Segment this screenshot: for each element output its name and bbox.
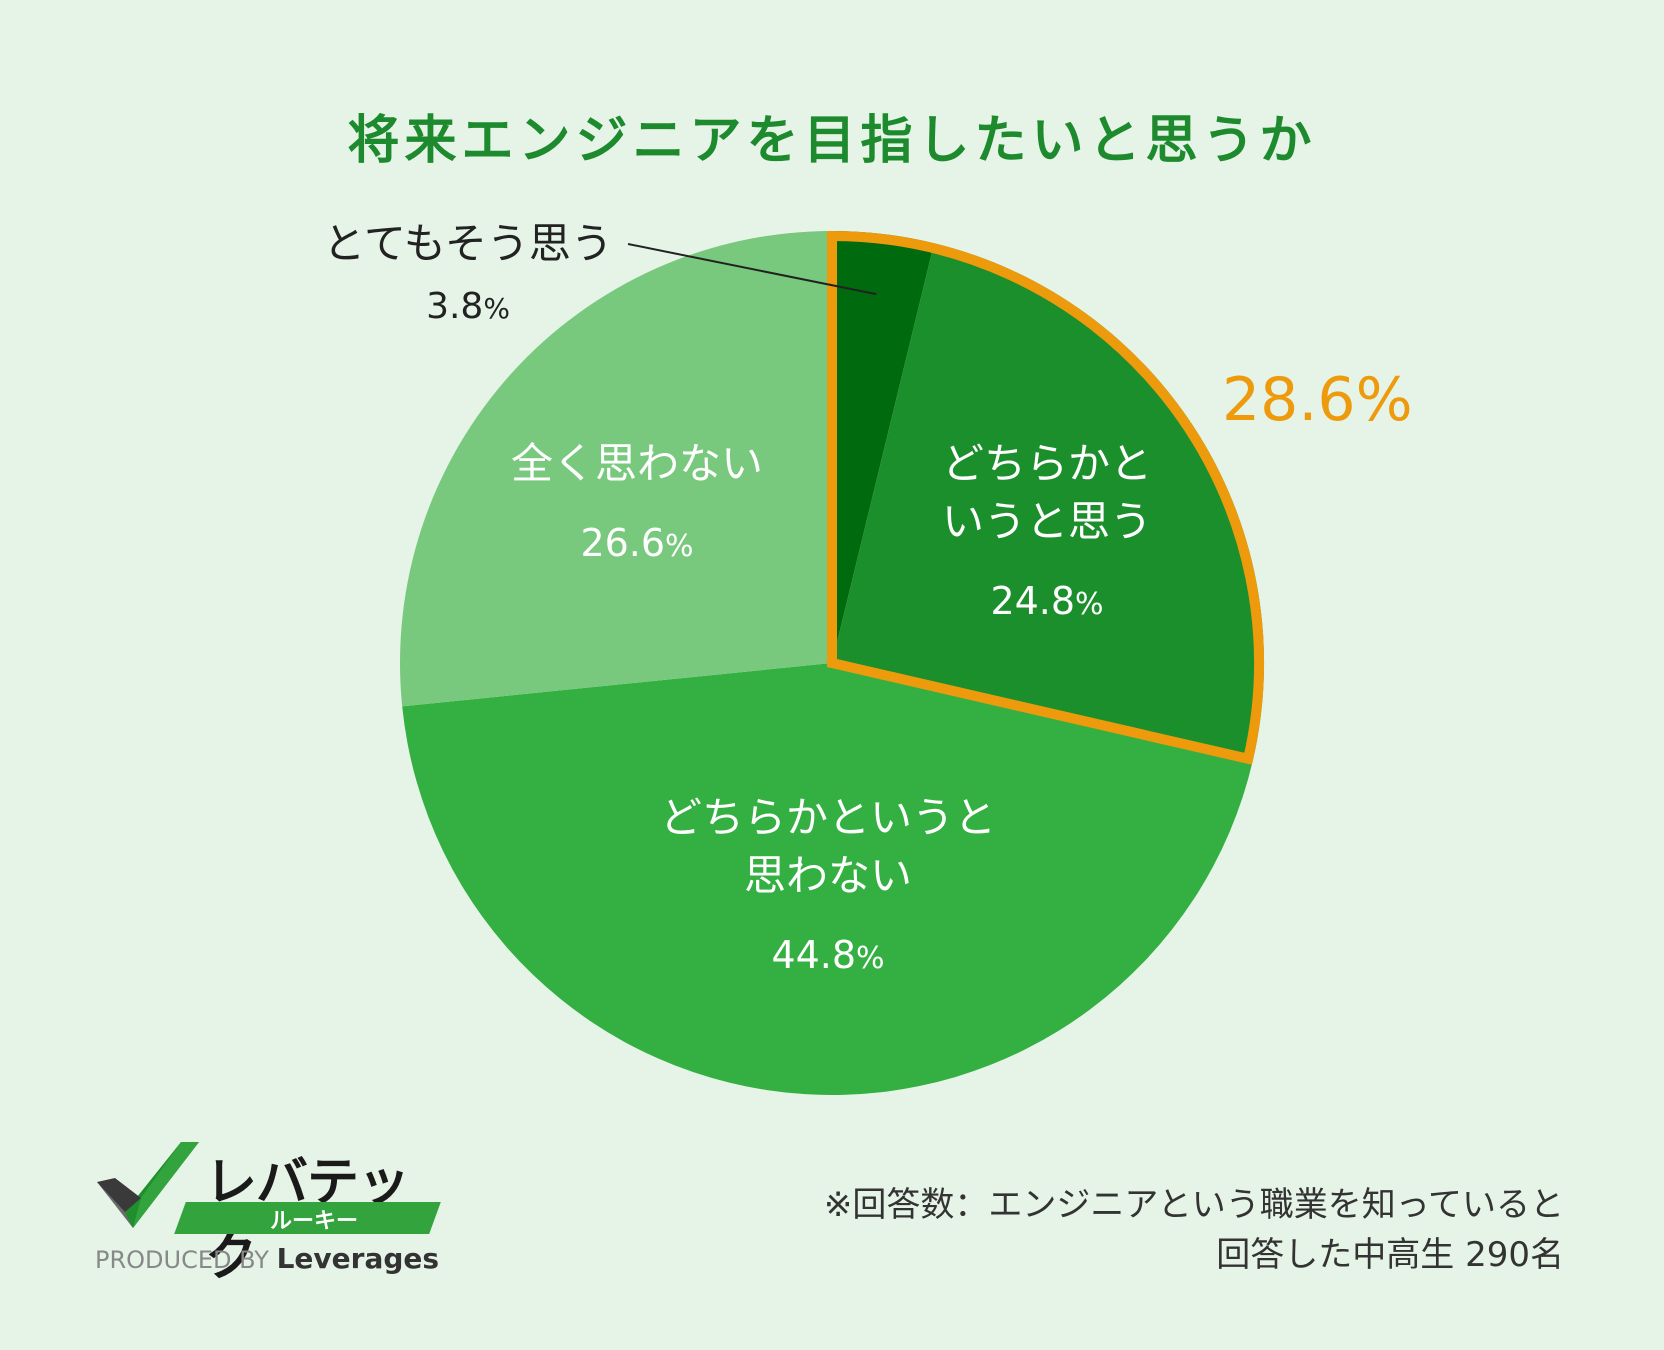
logo-sub-text: ルーキー (270, 1209, 359, 1234)
footnote-line-2: 回答した中高生 290名 (1216, 1235, 1564, 1275)
pie-slice-3 (402, 663, 1253, 1096)
footnote-line-1: ※回答数：エンジニアという職業を知っていると (823, 1185, 1564, 1225)
highlight-outline (827, 230, 1264, 765)
pie-slice-1 (832, 231, 935, 663)
footnote: ※回答数：エンジニアという職業を知っていると 回答した中高生 290名 (824, 1180, 1564, 1280)
slice-value-2: 24.8% (990, 579, 1103, 623)
leader-line (627, 243, 877, 296)
slice-label-2-line-2: いうと思う (942, 497, 1152, 546)
highlight-percentage: 28.6% (1222, 365, 1413, 435)
slice-value-3: 44.8% (771, 933, 884, 977)
logo: レバテック ルーキー PRODUCED BY Leverages (95, 1140, 455, 1288)
slice-value-4: 26.6% (580, 521, 693, 565)
check-mark-icon (97, 1142, 199, 1228)
pie-slice-2 (832, 243, 1265, 760)
chart-title: 将来エンジニアを目指したいと思うか (347, 111, 1317, 171)
company-name: Leverages (276, 1242, 440, 1275)
slice-label-1: とてもそう思う (323, 219, 613, 268)
slice-label-3-line-2: 思わない (744, 851, 912, 900)
logo-produced-by: PRODUCED BY Leverages (95, 1242, 439, 1275)
slice-label-3-line-1: どちらかというと (660, 793, 996, 842)
slice-label-2-line-1: どちらかと (942, 439, 1152, 488)
produced-by-text: PRODUCED BY (95, 1246, 269, 1274)
slice-value-1: 3.8% (426, 286, 510, 327)
slice-label-4-line-1: 全く思わない (511, 439, 763, 488)
pie-slice-4 (399, 231, 832, 707)
